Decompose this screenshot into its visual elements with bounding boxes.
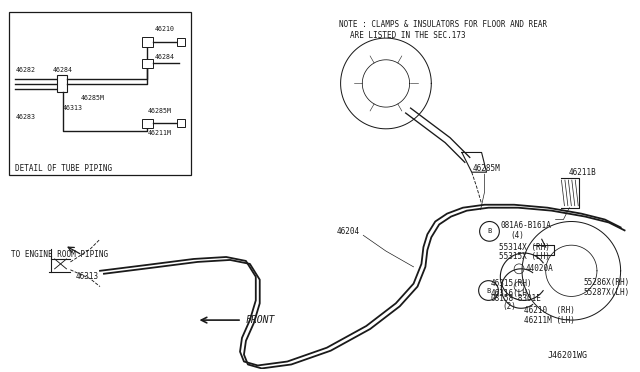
Text: 46285M: 46285M: [80, 95, 104, 101]
Bar: [177, 38, 185, 46]
Text: 46211M: 46211M: [147, 130, 172, 136]
Text: 46316(LH): 46316(LH): [490, 289, 532, 298]
Text: 46204: 46204: [337, 227, 360, 236]
Text: 46284: 46284: [52, 67, 73, 73]
Text: 46210  (RH): 46210 (RH): [524, 306, 575, 315]
Text: 46315(RH): 46315(RH): [490, 279, 532, 288]
Text: ARE LISTED IN THE SEC.173: ARE LISTED IN THE SEC.173: [351, 31, 466, 40]
Text: 55287X(LH): 55287X(LH): [583, 288, 629, 297]
Text: 55314X (RH): 55314X (RH): [499, 243, 550, 251]
Text: 46283: 46283: [15, 114, 35, 120]
Text: FRONT: FRONT: [246, 315, 275, 325]
Text: (4): (4): [510, 231, 524, 240]
Text: 46211B: 46211B: [568, 168, 596, 177]
Text: 46284: 46284: [154, 54, 174, 60]
Bar: [142, 59, 153, 68]
Text: J46201WG: J46201WG: [548, 351, 588, 360]
Text: (2): (2): [502, 302, 516, 311]
Text: 081A6-B161A: 081A6-B161A: [500, 221, 551, 230]
Text: DETAIL OF TUBE PIPING: DETAIL OF TUBE PIPING: [15, 164, 112, 173]
Text: 46282: 46282: [15, 67, 35, 73]
Text: 44020A: 44020A: [526, 264, 554, 273]
Text: B: B: [486, 288, 491, 294]
Text: 46285M: 46285M: [147, 108, 172, 114]
Bar: [142, 37, 153, 47]
Bar: [177, 119, 185, 127]
Bar: [142, 119, 153, 128]
Text: 46313: 46313: [76, 272, 99, 281]
Text: B: B: [487, 228, 492, 234]
Text: 55286X(RH): 55286X(RH): [583, 278, 629, 287]
Text: 46210: 46210: [154, 26, 174, 32]
Text: 08158-8301E: 08158-8301E: [490, 294, 541, 303]
Text: NOTE : CLAMPS & INSULATORS FOR FLOOR AND REAR: NOTE : CLAMPS & INSULATORS FOR FLOOR AND…: [339, 20, 547, 29]
Bar: [9, 12, 191, 175]
Text: 46211M (LH): 46211M (LH): [524, 315, 575, 325]
Text: TO ENGINE ROOM PIPING: TO ENGINE ROOM PIPING: [12, 250, 108, 259]
Text: 46313: 46313: [63, 105, 83, 111]
Text: 46285M: 46285M: [473, 164, 500, 173]
Bar: [56, 74, 67, 92]
Text: 55315X (LH): 55315X (LH): [499, 253, 550, 262]
